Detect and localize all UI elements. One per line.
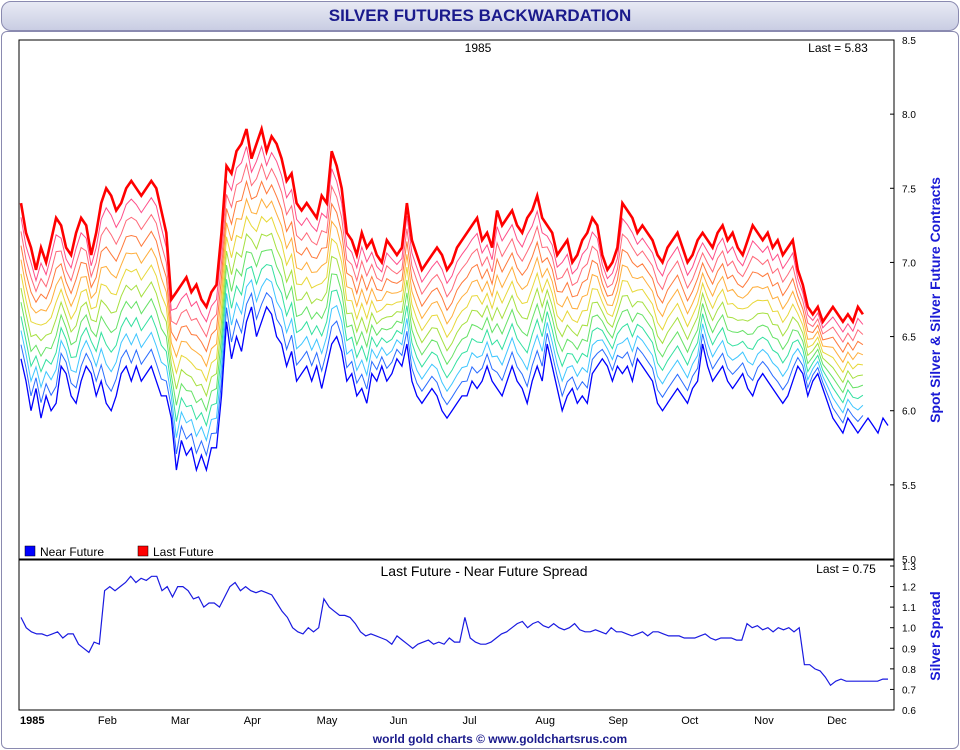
legend-swatch-near (24, 545, 36, 557)
lower-y-tick-label: 1.1 (902, 603, 916, 614)
x-tick-label: May (317, 715, 338, 727)
near-future-line (20, 305, 889, 473)
x-tick-label: Jul (463, 715, 477, 727)
contract-line (20, 232, 863, 398)
lower-last-label: Last = 0.75 (816, 562, 876, 576)
upper-y-tick-label: 7.0 (902, 258, 916, 269)
legend-label-near: Near Future (40, 545, 104, 559)
x-tick-label: Nov (754, 715, 774, 727)
lower-chart-title: Last Future - Near Future Spread (381, 563, 588, 579)
contract-line (20, 215, 863, 383)
upper-grid (890, 39, 894, 560)
lower-series-lines (20, 575, 888, 687)
x-tick-label: Apr (244, 715, 261, 727)
contract-line (20, 277, 864, 443)
chart-title: SILVER FUTURES BACKWARDATION (328, 6, 632, 25)
contract-line (20, 162, 864, 343)
upper-y-tick-label: 5.0 (902, 555, 916, 566)
lower-y-tick-label: 0.9 (902, 644, 916, 655)
contract-line (20, 144, 864, 333)
lower-plot-area (18, 559, 895, 711)
x-axis-labels: 1985 Feb Mar Apr May Jun Jul Aug Sep Oct Nov Dec (20, 715, 847, 727)
x-tick-label: Feb (98, 715, 117, 727)
title-bar: SILVER FUTURES BACKWARDATION (1, 1, 959, 31)
lower-grid (890, 565, 894, 711)
lower-y-tick-label: 1.2 (902, 583, 916, 594)
upper-y-axis-title: Spot Silver & Silver Future Contracts (927, 177, 943, 423)
upper-last-label: Last = 5.83 (808, 41, 868, 55)
last-future-line (19, 124, 864, 325)
x-tick-label: 1985 (20, 715, 44, 727)
upper-y-tick-label: 8.0 (902, 110, 916, 121)
x-tick-label: Mar (171, 715, 190, 727)
lower-y-tick-label: 1.3 (902, 562, 916, 573)
x-tick-label: Aug (535, 715, 555, 727)
lower-y-tick-label: 0.8 (902, 665, 916, 676)
x-tick-label: Jun (390, 715, 408, 727)
upper-y-tick-labels: 8.5 8.0 7.5 7.0 6.5 6.0 5.5 5.0 (902, 36, 916, 566)
x-tick-label: Dec (827, 715, 847, 727)
upper-y-tick-label: 5.5 (902, 481, 916, 492)
lower-y-tick-label: 1.0 (902, 624, 916, 635)
contract-line (20, 249, 864, 413)
contract-line (20, 197, 864, 368)
contract-line (20, 179, 864, 354)
upper-year-label: 1985 (465, 41, 492, 55)
x-tick-label: Sep (608, 715, 628, 727)
spread-line (20, 575, 888, 687)
lower-y-tick-labels: 1.3 1.2 1.1 1.0 0.9 0.8 0.7 0.6 (902, 562, 916, 717)
legend-swatch-last (137, 545, 149, 557)
lower-y-axis-title: Silver Spread (927, 591, 943, 681)
upper-plot-area (18, 39, 895, 560)
x-tick-label: Oct (681, 715, 698, 727)
lower-y-tick-label: 0.6 (902, 706, 916, 717)
contract-line (20, 263, 864, 428)
upper-y-tick-label: 6.0 (902, 407, 916, 418)
upper-y-tick-label: 6.5 (902, 333, 916, 344)
legend-label-last: Last Future (153, 545, 214, 559)
upper-y-tick-label: 7.5 (902, 184, 916, 195)
upper-series-lines (19, 124, 889, 473)
footer-credit: world gold charts © www.goldchartsrus.co… (372, 732, 627, 746)
upper-y-tick-label: 8.5 (902, 36, 916, 47)
lower-y-tick-label: 0.7 (902, 685, 916, 696)
contract-line (20, 291, 864, 457)
